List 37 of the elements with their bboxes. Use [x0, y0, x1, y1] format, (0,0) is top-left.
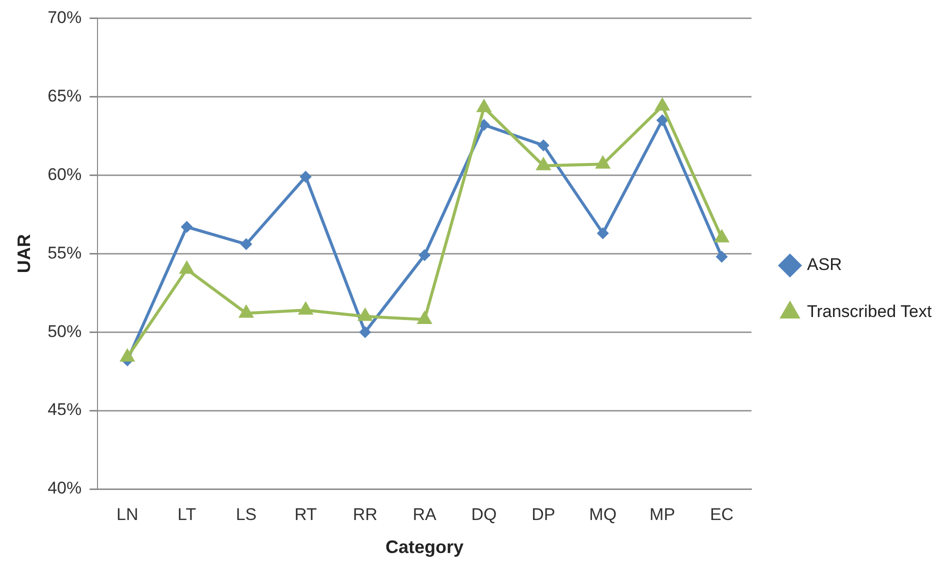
x-tick-label: DQ [471, 504, 497, 524]
point [596, 227, 609, 240]
point [180, 220, 193, 233]
point [716, 250, 728, 263]
point [537, 139, 550, 152]
x-tick-label: DP [532, 504, 556, 524]
x-tick-label: LT [177, 504, 196, 524]
point [418, 249, 431, 262]
point [240, 238, 252, 250]
x-tick-label: EC [710, 504, 734, 524]
point [656, 114, 668, 126]
point [298, 301, 314, 315]
point [120, 348, 136, 362]
y-axis-title: UAR [14, 234, 34, 274]
point [178, 260, 195, 274]
x-tick-label: MQ [589, 504, 617, 524]
point [238, 304, 254, 318]
legend-label: ASR [806, 255, 842, 274]
y-tick-label: 70% [48, 8, 82, 27]
y-tick-label: 40% [48, 478, 82, 498]
x-tick-label: MP [650, 504, 676, 524]
legend-label: Transcribed Text [806, 302, 932, 322]
y-tick-label: 65% [48, 86, 82, 106]
x-tick-label: LN [116, 504, 138, 524]
y-tick-label: 55% [48, 243, 82, 262]
x-axis-title: Category [386, 537, 464, 558]
x-tick-label: RR [352, 504, 378, 524]
y-tick-label: 60% [48, 164, 82, 184]
y-tick-label: 50% [48, 322, 82, 341]
point [714, 228, 730, 242]
point [416, 310, 432, 324]
y-tick-label: 45% [48, 400, 82, 420]
point [300, 170, 312, 183]
x-tick-label: RA [412, 504, 438, 524]
x-tick-label: RT [294, 504, 317, 524]
point [357, 307, 373, 321]
x-tick-label: LS [236, 504, 257, 524]
